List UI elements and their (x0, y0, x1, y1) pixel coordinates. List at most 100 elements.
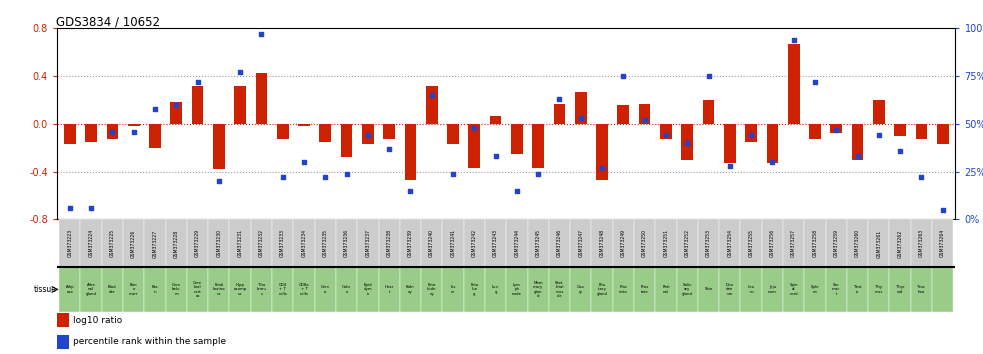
Bar (506, 219, 528, 267)
Bar (336, 219, 357, 267)
Point (615, 73, 631, 79)
Point (530, 171, 546, 176)
Point (275, 175, 291, 180)
Bar (81, 267, 101, 312)
Point (467, 125, 483, 131)
Bar (703, 100, 715, 124)
Point (722, 163, 737, 169)
Point (573, 115, 589, 121)
Bar (341, 124, 353, 157)
Text: percentile rank within the sample: percentile rank within the sample (73, 337, 226, 347)
Point (829, 127, 844, 132)
Point (871, 132, 887, 138)
Bar (533, 124, 544, 168)
Bar (745, 124, 757, 142)
Text: GSM373226: GSM373226 (131, 229, 137, 258)
Point (658, 132, 673, 138)
Bar (698, 219, 720, 267)
Text: Saliv
ary
gland: Saliv ary gland (682, 283, 693, 296)
Bar (447, 124, 459, 144)
Text: GSM373240: GSM373240 (430, 229, 434, 257)
Point (551, 96, 567, 102)
Point (84, 205, 99, 211)
Bar (442, 219, 464, 267)
Point (445, 171, 461, 176)
Text: GSM373261: GSM373261 (876, 229, 882, 258)
Bar (213, 124, 225, 169)
Text: Feta
lkidn
ey: Feta lkidn ey (427, 283, 436, 296)
Bar (826, 267, 847, 312)
Point (701, 73, 717, 79)
Text: GSM373260: GSM373260 (855, 229, 860, 257)
Bar (720, 219, 740, 267)
Bar (528, 219, 549, 267)
Bar (851, 124, 863, 160)
Bar (634, 267, 656, 312)
Text: GSM373235: GSM373235 (322, 229, 327, 257)
Bar (767, 124, 779, 163)
Bar (464, 267, 485, 312)
Point (743, 132, 759, 138)
Bar (192, 86, 203, 124)
Bar (740, 267, 762, 312)
Bar (357, 219, 378, 267)
Text: Test
is: Test is (853, 285, 861, 294)
Point (424, 92, 439, 98)
Bar (831, 124, 842, 133)
Bar (506, 267, 528, 312)
Text: Adre
nal
gland: Adre nal gland (86, 283, 96, 296)
Point (893, 148, 908, 154)
Bar (847, 219, 868, 267)
Bar (723, 124, 735, 163)
Bar (612, 219, 634, 267)
Text: GSM373247: GSM373247 (578, 229, 583, 257)
Bar (319, 124, 331, 142)
Text: GSM373228: GSM373228 (174, 229, 179, 258)
Bar (570, 219, 592, 267)
Bar (336, 267, 357, 312)
Bar (890, 219, 911, 267)
Point (765, 159, 781, 165)
Bar (787, 44, 799, 124)
Point (211, 178, 227, 184)
Bar (804, 267, 826, 312)
Bar (617, 105, 629, 124)
Bar (549, 219, 570, 267)
Point (594, 165, 609, 171)
Bar (469, 124, 480, 168)
Text: GSM373237: GSM373237 (366, 229, 371, 257)
Bar (234, 86, 246, 124)
Bar (911, 267, 932, 312)
Text: Lym
ph
node: Lym ph node (512, 283, 522, 296)
Text: GSM373232: GSM373232 (259, 229, 263, 257)
Bar (676, 219, 698, 267)
Text: Blad
der: Blad der (108, 285, 117, 294)
Text: Reti
nal: Reti nal (663, 285, 669, 294)
Point (126, 129, 142, 135)
Text: GSM373239: GSM373239 (408, 229, 413, 257)
Bar (937, 124, 949, 144)
Text: Fetal
braino
ca: Fetal braino ca (212, 283, 225, 296)
Bar (272, 267, 293, 312)
Text: Cere
belu
m: Cere belu m (172, 283, 181, 296)
Bar (208, 267, 229, 312)
Text: GSM373254: GSM373254 (727, 229, 732, 257)
Bar (847, 267, 868, 312)
Text: Duo
den
um: Duo den um (725, 283, 733, 296)
Text: Sket
letal
mus
cle: Sket letal mus cle (555, 280, 563, 298)
Text: GSM373229: GSM373229 (195, 229, 200, 257)
Text: GSM373249: GSM373249 (621, 229, 626, 257)
Bar (128, 124, 140, 126)
Text: Colo
n: Colo n (342, 285, 351, 294)
Bar (251, 219, 272, 267)
Text: Kidn
ey: Kidn ey (406, 285, 415, 294)
Text: Spin
al
cord: Spin al cord (789, 283, 798, 296)
Bar (123, 267, 145, 312)
Text: GSM373241: GSM373241 (450, 229, 455, 257)
Text: Adip
ose: Adip ose (66, 285, 74, 294)
Bar (932, 267, 954, 312)
Text: Skin: Skin (704, 287, 713, 291)
Bar (400, 267, 421, 312)
Text: Cere
bral
cort
ex: Cere bral cort ex (193, 280, 202, 298)
Point (679, 140, 695, 146)
